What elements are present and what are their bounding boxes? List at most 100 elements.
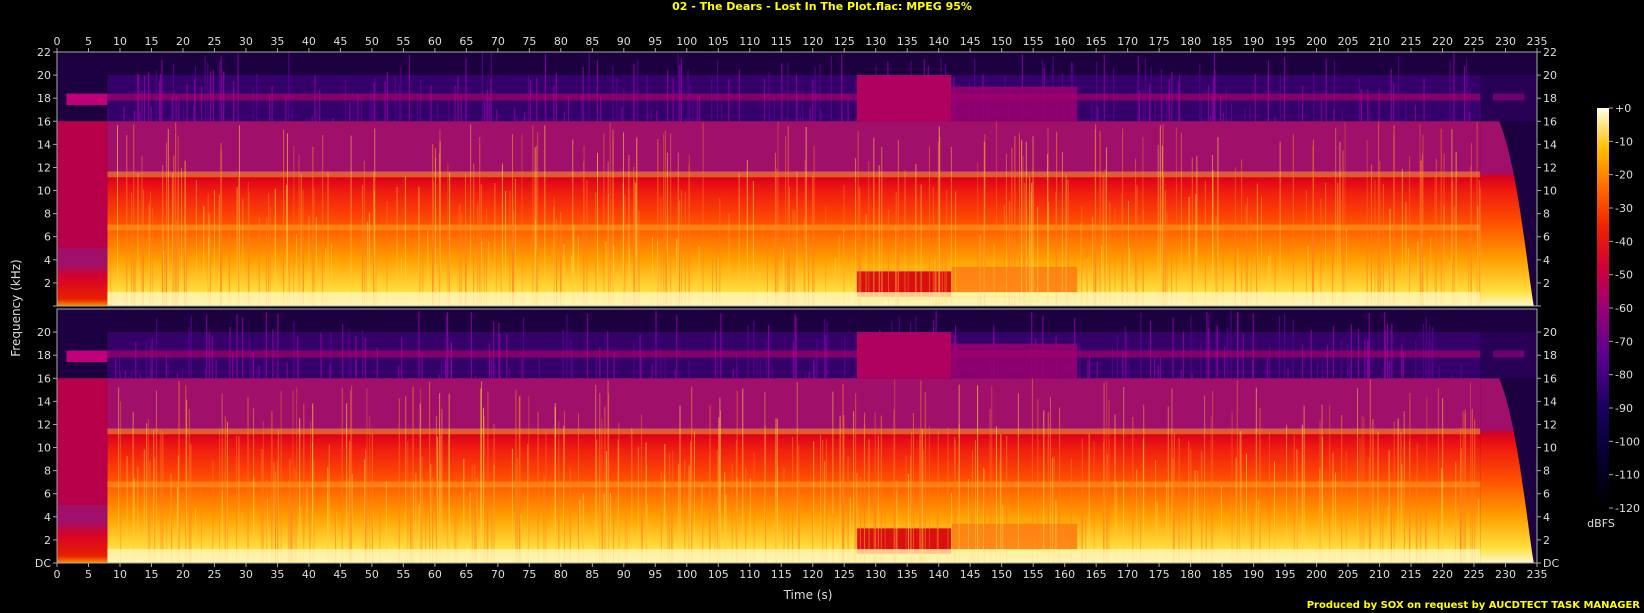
y-tick-label: 16 [37, 115, 51, 128]
y-tick-label: 14 [1543, 395, 1557, 408]
x-tick-label: 45 [333, 35, 347, 48]
y-tick-label: 20 [1543, 326, 1557, 339]
y-tick-label: 2 [44, 277, 51, 290]
fade-out-18k [1492, 350, 1525, 358]
x-tick-label: 35 [270, 568, 284, 581]
y-tick-label: 4 [44, 254, 51, 267]
x-tick-label: 0 [54, 568, 61, 581]
x-tick-label: 230 [1495, 35, 1516, 48]
x-tick-label: 175 [1149, 568, 1170, 581]
x-tick-label: 125 [834, 568, 855, 581]
y-tick-label: 10 [1543, 185, 1557, 198]
intro-top-band [66, 350, 108, 363]
intro-low-band [57, 505, 108, 563]
x-tick-label: 140 [928, 35, 949, 48]
plot-frame [56, 308, 1538, 564]
x-tick-label: 35 [270, 35, 284, 48]
mid-section-shoulder [951, 343, 1078, 379]
x-tick-label: 135 [897, 35, 918, 48]
x-tick-label: 30 [239, 35, 253, 48]
x-tick-label: 185 [1212, 568, 1233, 581]
x-tick-label: 210 [1369, 568, 1390, 581]
x-tick-label: 25 [207, 35, 221, 48]
y-tick-label: 22 [1543, 46, 1557, 59]
x-tick-label: 180 [1180, 35, 1201, 48]
y-tick-label: 10 [37, 185, 51, 198]
colorbar-tick-label: -80 [1615, 369, 1633, 382]
x-tick-label: 155 [1023, 568, 1044, 581]
y-tick-label: 18 [1543, 92, 1557, 105]
x-tick-label: 135 [897, 568, 918, 581]
y-tick-label: 4 [1543, 511, 1550, 524]
credit-text: Produced by SOX on request by AUCDTECT T… [1306, 600, 1640, 611]
y-tick-label: 16 [1543, 372, 1557, 385]
y-tick-label: 10 [1543, 442, 1557, 455]
x-tick-label: 165 [1086, 568, 1107, 581]
x-tick-label: 235 [1527, 568, 1548, 581]
x-tick-label: 200 [1306, 35, 1327, 48]
x-tick-label: 220 [1432, 35, 1453, 48]
colorbar-tick-label: -110 [1615, 469, 1640, 482]
y-tick-label: 18 [37, 349, 51, 362]
x-tick-label: 5 [85, 568, 92, 581]
x-tick-label: 110 [739, 35, 760, 48]
x-tick-label: 195 [1275, 35, 1296, 48]
y-tick-label: 12 [1543, 161, 1557, 174]
x-tick-label: 80 [554, 568, 568, 581]
y-tick-label: DC [1543, 557, 1559, 570]
y-tick-label: 20 [1543, 69, 1557, 82]
x-tick-label: 155 [1023, 35, 1044, 48]
x-tick-label: 120 [802, 35, 823, 48]
x-tick-label: 90 [617, 568, 631, 581]
y-tick-label: 8 [1543, 208, 1550, 221]
x-tick-label: 110 [739, 568, 760, 581]
x-tick-label: 175 [1149, 35, 1170, 48]
x-tick-label: 205 [1338, 35, 1359, 48]
x-tick-label: 115 [771, 568, 792, 581]
colorbar-tick-label: -70 [1615, 335, 1633, 348]
x-tick-label: 180 [1180, 568, 1201, 581]
y-tick-label: 6 [44, 231, 51, 244]
y-tick-label: 14 [37, 395, 51, 408]
x-tick-label: 85 [585, 568, 599, 581]
x-tick-label: 65 [459, 568, 473, 581]
x-tick-label: 170 [1117, 568, 1138, 581]
x-tick-label: 190 [1243, 568, 1264, 581]
x-tick-label: 105 [708, 568, 729, 581]
x-tick-label: 190 [1243, 35, 1264, 48]
x-tick-label: 170 [1117, 35, 1138, 48]
x-tick-label: 95 [648, 568, 662, 581]
x-tick-label: 200 [1306, 568, 1327, 581]
x-tick-label: 235 [1527, 35, 1548, 48]
band-18k [107, 93, 1481, 101]
colorbar-tick-label: +0 [1615, 102, 1631, 115]
intro-low-band [57, 248, 108, 306]
x-tick-label: 140 [928, 568, 949, 581]
x-tick-label: 150 [991, 568, 1012, 581]
colorbar-tick-label: -60 [1615, 302, 1633, 315]
colorbar-tick-label: -30 [1615, 202, 1633, 215]
x-tick-label: 230 [1495, 568, 1516, 581]
intro-top-band [66, 93, 108, 106]
x-tick-label: 40 [302, 35, 316, 48]
main-band [107, 121, 1481, 306]
y-tick-label: 8 [1543, 465, 1550, 478]
tonal-band [107, 171, 1481, 178]
x-tick-label: 120 [802, 568, 823, 581]
x-tick-label: 95 [648, 35, 662, 48]
y-tick-label: 6 [1543, 231, 1550, 244]
y-tick-label: 12 [37, 161, 51, 174]
y-axis-label: Frequency (kHz) [9, 259, 23, 356]
x-tick-label: 60 [428, 568, 442, 581]
x-tick-label: 25 [207, 568, 221, 581]
x-tick-label: 165 [1086, 35, 1107, 48]
chart-title: 02 - The Dears - Lost In The Plot.flac: … [672, 0, 972, 13]
colorbar-tick-label: -120 [1615, 502, 1640, 515]
y-tick-label: 18 [1543, 349, 1557, 362]
y-tick-label: 8 [44, 208, 51, 221]
colorbar-tick-label: -100 [1615, 435, 1640, 448]
tonal-band [107, 481, 1481, 488]
x-tick-label: 20 [176, 35, 190, 48]
